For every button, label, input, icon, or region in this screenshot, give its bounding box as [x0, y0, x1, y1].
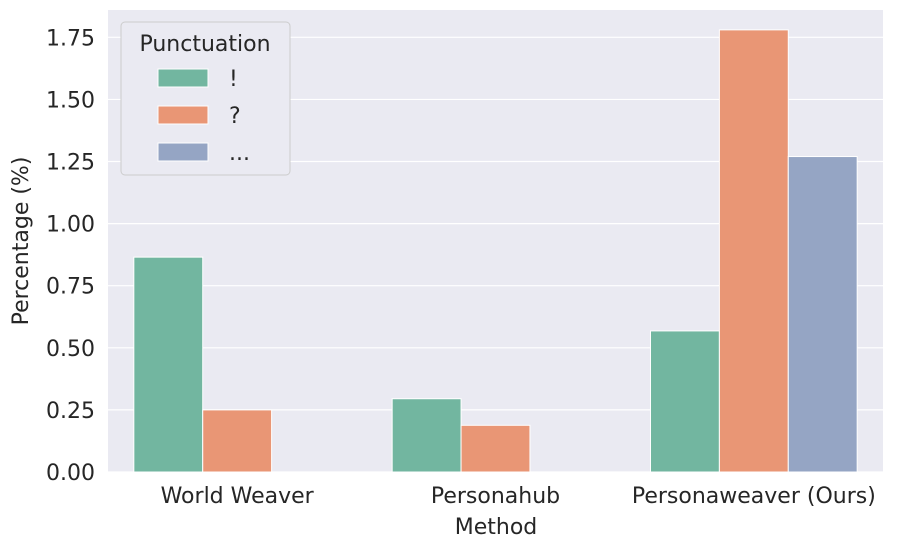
x-tick-label: Personahub — [431, 484, 560, 509]
bar-personahub-series-1 — [460, 424, 531, 473]
legend-items: !?... — [157, 67, 250, 166]
legend-label: ? — [229, 104, 241, 129]
legend-title: Punctuation — [139, 32, 270, 57]
legend-label: ... — [229, 141, 250, 166]
legend-swatch — [157, 105, 209, 125]
bars — [133, 29, 858, 473]
bar-personaweaver-ours-series-0 — [650, 330, 720, 473]
x-tick-labels: World Weaver Personahub Personaweaver (Our… — [161, 484, 876, 509]
x-tick-label: Personaweaver (Ours) — [632, 484, 876, 509]
legend-label: ! — [229, 67, 238, 92]
y-tick-label: 0.75 — [46, 275, 95, 300]
y-tick-labels: 0.00 0.25 0.50 0.75 1.00 1.25 1.50 1.75 — [46, 26, 95, 486]
y-tick-label: 1.25 — [46, 151, 95, 176]
x-axis-label: Method — [455, 515, 538, 540]
legend-swatch — [157, 68, 209, 88]
bar-personahub-series-0 — [391, 398, 462, 473]
y-tick-label: 0.25 — [46, 399, 95, 424]
bar-personaweaver-ours-series-2 — [787, 156, 858, 473]
x-tick-label: World Weaver — [161, 484, 315, 509]
bar-world-weaver-series-0 — [133, 256, 204, 473]
bar-personaweaver-ours-series-1 — [718, 29, 789, 473]
y-tick-label: 0.00 — [46, 461, 95, 486]
y-tick-label: 1.75 — [46, 26, 95, 51]
y-axis-label: Percentage (%) — [9, 157, 34, 326]
bar-world-weaver-series-1 — [202, 409, 273, 473]
y-tick-label: 1.00 — [46, 213, 95, 238]
legend: Punctuation !?... — [120, 21, 291, 176]
y-tick-label: 1.50 — [46, 88, 95, 113]
legend-frame — [120, 21, 291, 176]
y-tick-label: 0.50 — [46, 337, 95, 362]
legend-swatch — [157, 142, 209, 162]
